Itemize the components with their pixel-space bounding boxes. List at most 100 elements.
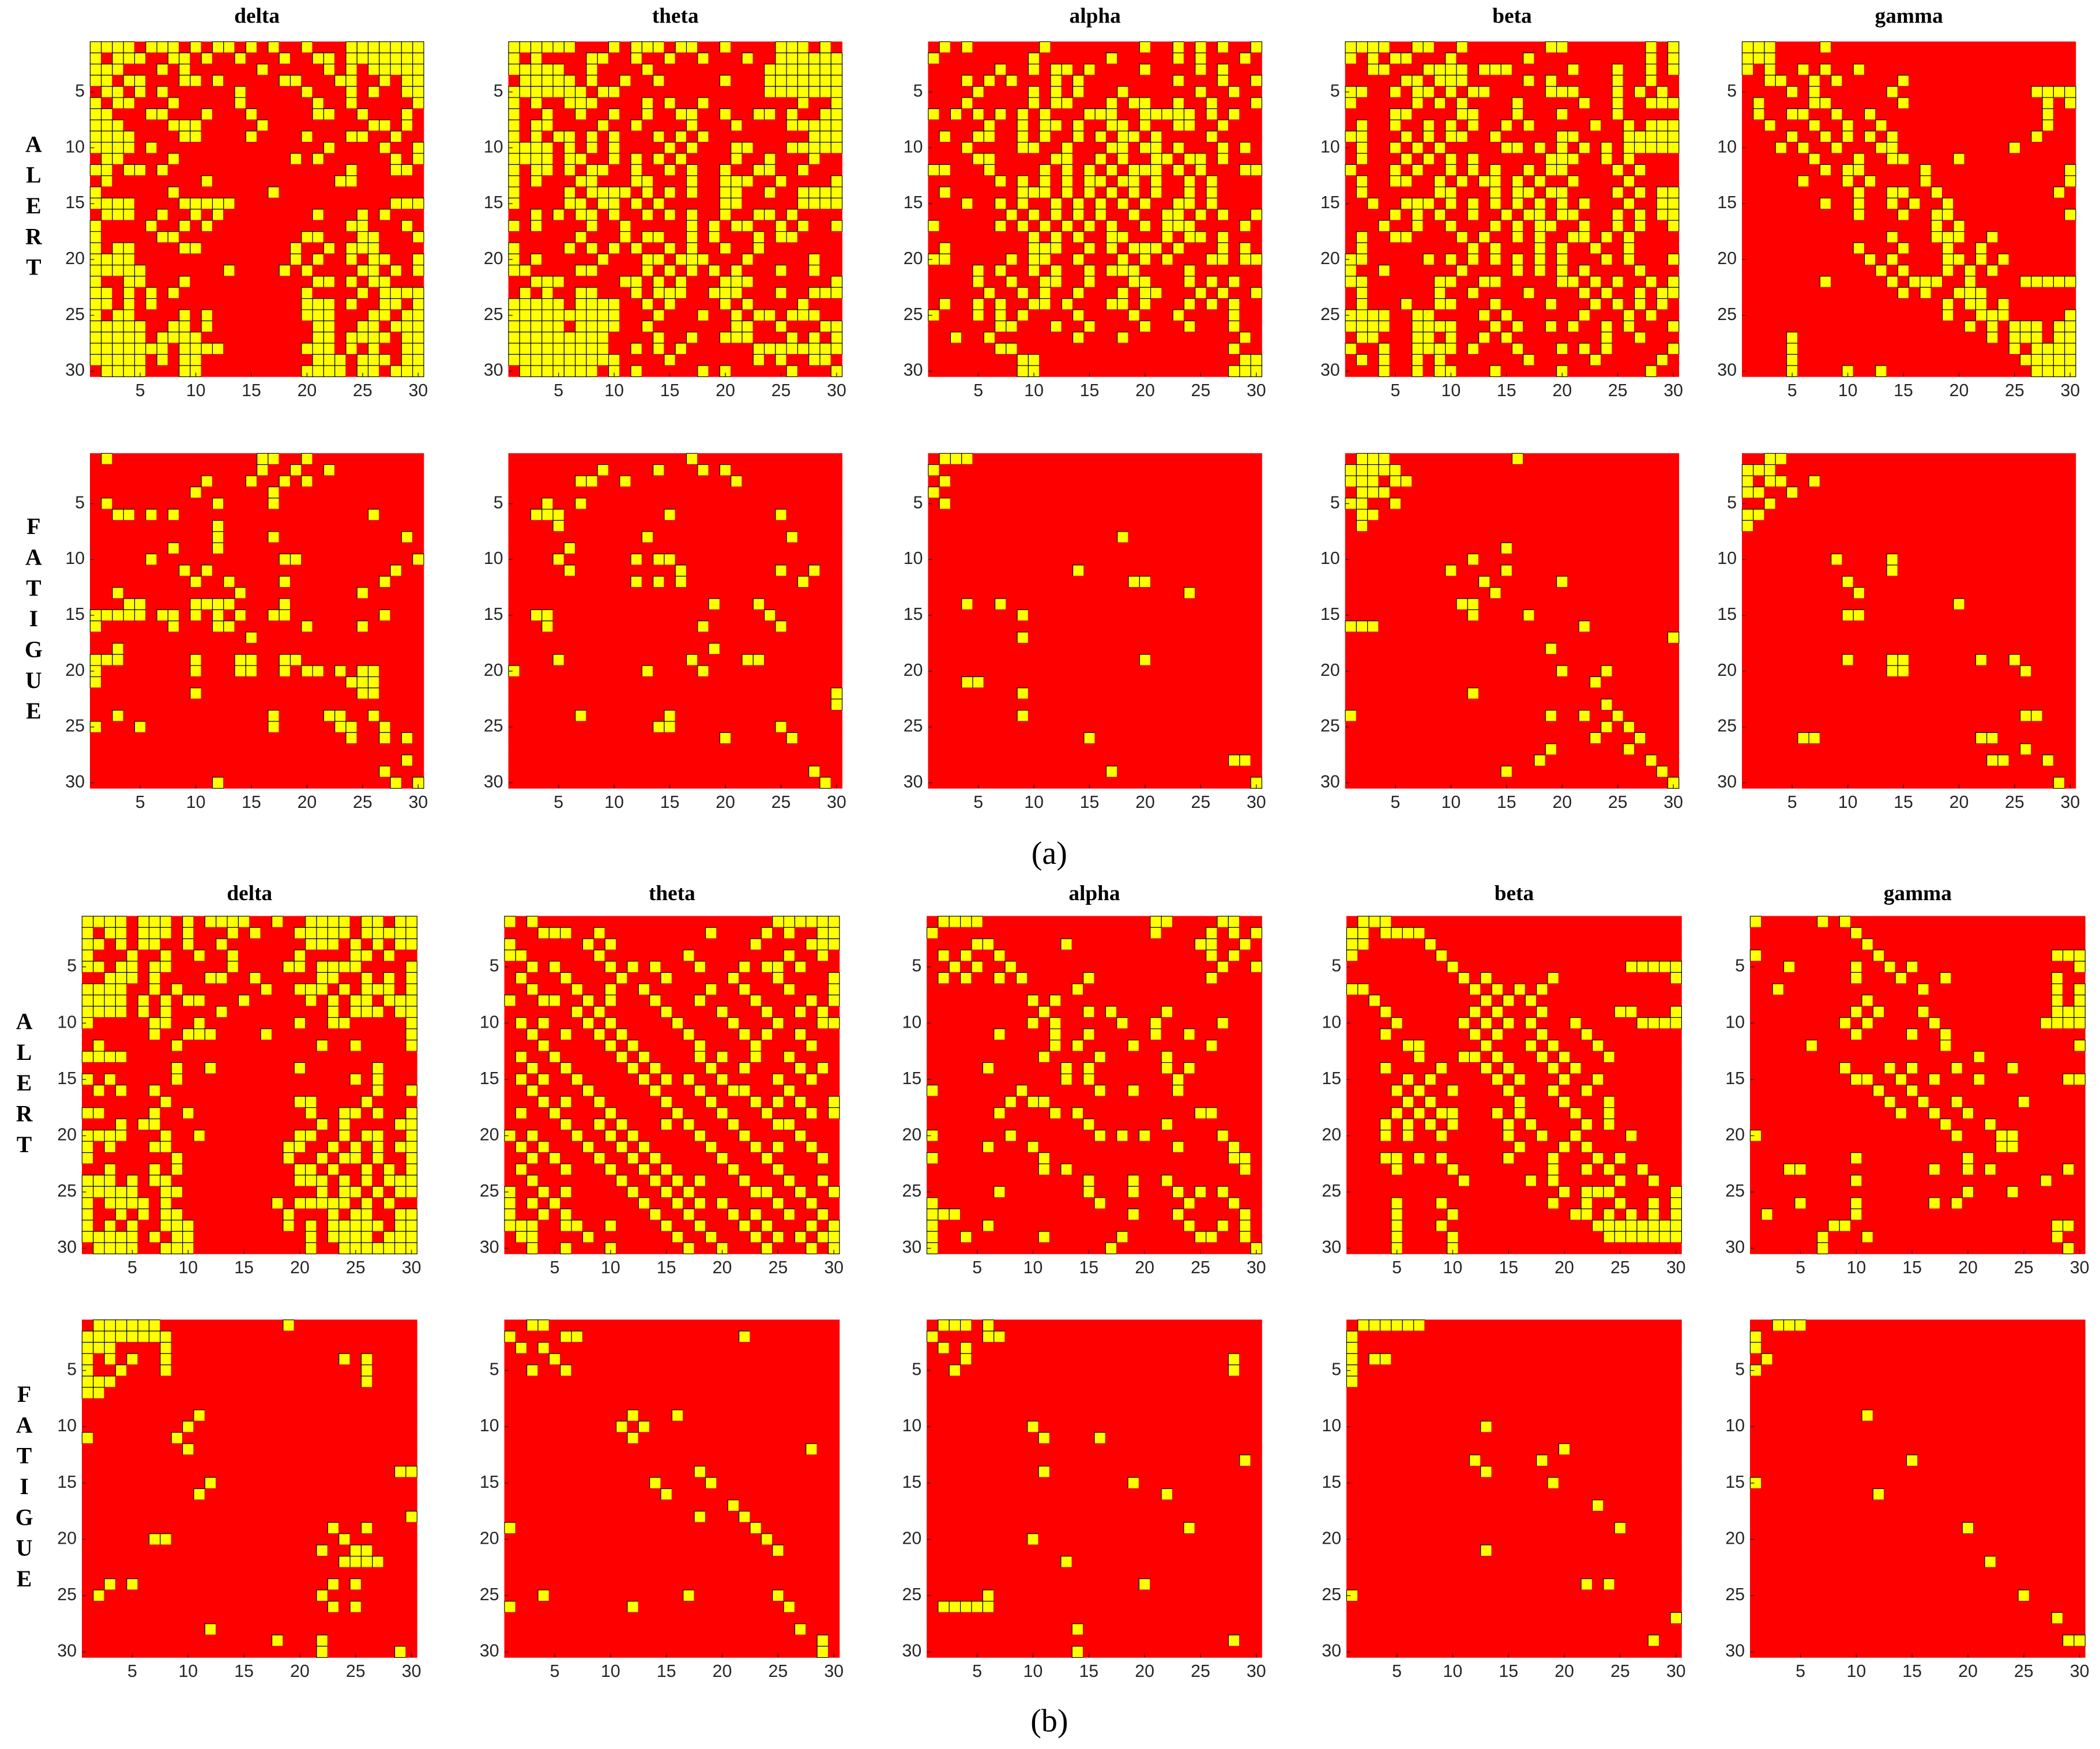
cell — [345, 164, 357, 176]
cell — [101, 576, 113, 588]
cell — [145, 242, 157, 254]
cell — [1217, 309, 1229, 321]
cell — [586, 220, 598, 232]
cell — [367, 119, 380, 131]
cell — [1206, 108, 1218, 121]
cell — [819, 209, 831, 221]
cell — [412, 119, 424, 131]
cell — [1601, 41, 1613, 54]
cell — [2042, 97, 2054, 110]
cell — [1128, 164, 1140, 176]
cell — [89, 130, 102, 143]
cell — [401, 486, 413, 499]
cell — [1511, 197, 1524, 210]
cell — [234, 531, 246, 543]
cell — [1378, 198, 1390, 210]
cell — [190, 554, 202, 566]
cell — [983, 175, 995, 187]
cell — [1975, 164, 1988, 176]
cell — [379, 41, 391, 54]
cell — [1656, 41, 1668, 54]
cell — [1556, 298, 1568, 310]
cell — [995, 52, 1007, 65]
cell — [653, 41, 665, 54]
cell — [1072, 97, 1085, 109]
cell — [752, 298, 765, 310]
cell — [1775, 164, 1787, 176]
cell — [630, 231, 642, 243]
cell — [156, 41, 168, 54]
cell — [1942, 41, 1954, 54]
cell — [1006, 298, 1018, 310]
cell — [830, 153, 842, 165]
cell — [1006, 287, 1018, 299]
cell — [312, 309, 324, 322]
cell — [134, 164, 146, 176]
cell — [1986, 75, 1999, 87]
cell — [1028, 298, 1040, 310]
cell — [323, 542, 336, 554]
cell — [797, 97, 810, 110]
cell — [995, 354, 1007, 366]
cell — [201, 287, 213, 299]
cell — [1612, 321, 1624, 333]
cell — [1456, 276, 1468, 288]
cell — [89, 353, 102, 366]
cell — [2064, 231, 2076, 243]
cell — [508, 63, 520, 76]
cell — [1150, 52, 1162, 65]
cell — [1942, 276, 1954, 288]
cell — [134, 520, 146, 532]
cell — [2008, 86, 2020, 98]
cell — [156, 309, 168, 321]
cell — [697, 265, 709, 277]
cell — [1797, 41, 1809, 54]
cell — [1478, 365, 1491, 377]
cell — [1250, 220, 1262, 232]
cell — [246, 520, 258, 532]
cell — [1742, 164, 1754, 176]
cell — [1206, 276, 1218, 288]
cell — [301, 354, 313, 366]
cell — [1545, 130, 1557, 142]
y-tick-label: 10 — [65, 137, 85, 156]
cell — [268, 265, 280, 277]
cell — [1228, 97, 1240, 109]
cell — [763, 74, 776, 87]
cell — [112, 197, 124, 210]
cell — [775, 253, 787, 265]
cell — [1083, 63, 1096, 76]
cell — [257, 164, 269, 176]
cell — [1523, 332, 1535, 344]
cell — [1445, 265, 1457, 277]
cell — [246, 531, 258, 543]
cell — [134, 498, 146, 510]
cell — [1434, 253, 1446, 265]
cell — [1842, 287, 1854, 299]
cell — [1578, 153, 1590, 165]
cell — [1909, 142, 1921, 154]
cell — [619, 287, 631, 299]
cell — [134, 509, 146, 521]
cell — [939, 86, 951, 98]
cell — [101, 63, 113, 76]
cell — [508, 287, 520, 299]
cell — [995, 287, 1007, 299]
cell — [390, 276, 402, 288]
cell — [731, 41, 743, 54]
cell — [1401, 265, 1413, 277]
cell — [356, 130, 369, 143]
cell — [1445, 253, 1457, 266]
cell — [290, 332, 302, 344]
cell — [1434, 52, 1446, 65]
cell — [530, 320, 543, 333]
cell — [1006, 354, 1018, 366]
cell — [608, 343, 620, 355]
cell — [1206, 354, 1218, 366]
cell — [1590, 153, 1602, 165]
cell — [1842, 142, 1854, 154]
cell — [1028, 265, 1040, 277]
cell — [1433, 142, 1446, 154]
cell — [1953, 164, 1965, 176]
cell — [101, 86, 113, 98]
